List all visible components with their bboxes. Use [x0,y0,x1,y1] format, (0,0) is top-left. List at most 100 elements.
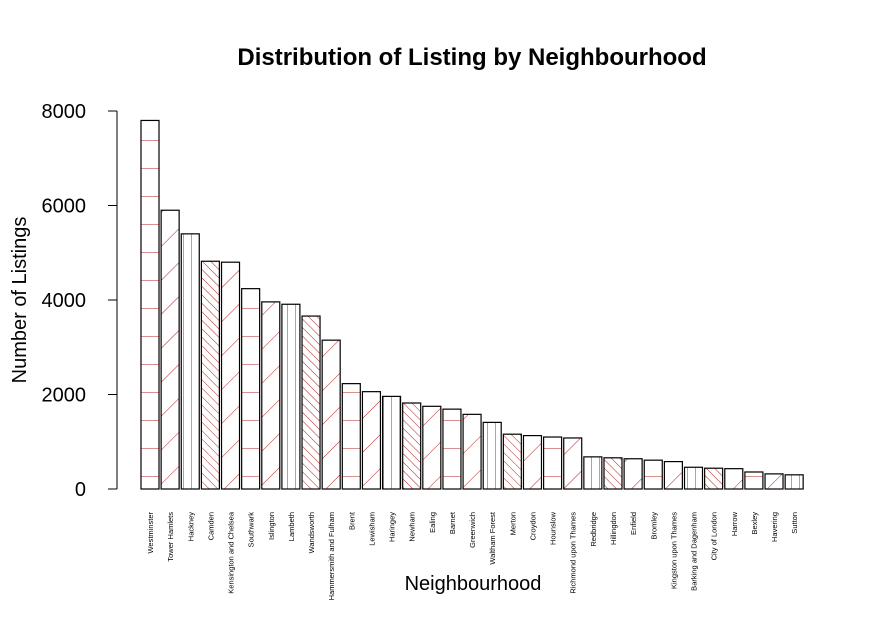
bar-outline [241,288,261,490]
bar-hatch [442,409,461,489]
x-tick-label: Southwark [247,512,256,548]
bar-outline [361,391,382,490]
bar-outline [744,471,764,490]
bar-hatch [342,383,361,489]
x-tick-label: Havering [770,512,779,542]
bar-hatch [221,262,240,489]
bar-harrow [724,468,744,490]
bar-greenwich [462,413,482,490]
x-tick-label: Richmond upon Thames [569,512,578,594]
bars-group [140,119,804,490]
bar-enfield [623,458,643,490]
bar-hatch [422,406,441,489]
bar-outline [321,339,341,490]
bar-hatch [201,261,220,489]
x-tick-label: Sutton [790,512,799,534]
x-tick-label: Kingston upon Thames [669,512,678,589]
bar-hatch [483,422,502,489]
x-tick-label: Hackney [186,512,195,541]
x-tick-label: Brent [347,511,356,530]
bar-outline [402,402,422,490]
bar-hatch [543,437,562,489]
bar-hillingdon [603,457,623,490]
x-tick-label: Harrow [730,511,739,536]
bar-westminster [140,119,160,490]
bar-outline [220,261,241,490]
bar-hounslow [542,436,563,490]
bar-outline [623,458,643,490]
bar-hatch [523,435,542,489]
bar-hatch [624,458,643,489]
bar-outline [381,395,402,490]
bar-outline [563,437,583,490]
bar-outline [683,466,704,490]
bar-hatch [181,233,200,489]
bar-outline [724,468,744,490]
bar-kensington-and-chelsea [220,261,241,490]
bar-outline [522,435,543,490]
bar-richmond-upon-thames [563,437,583,490]
bar-outline [261,301,281,490]
x-tick-label: Lewisham [367,512,376,546]
bar-outline [180,233,200,490]
x-axis-label: Neighbourhood [405,573,542,595]
bar-outline [784,474,804,490]
bar-hatch [362,391,381,489]
bar-bromley [643,459,663,490]
bar-southwark [241,288,261,490]
bar-hatch [744,471,763,489]
bar-outline [482,421,502,490]
bar-hatch [261,301,280,489]
bar-newham [402,402,422,490]
bar-merton [502,433,522,490]
bar-hatch [161,210,180,489]
bar-outline [140,119,160,490]
bar-outline [603,457,623,490]
bar-outline [281,303,301,490]
bar-hatch [603,457,622,489]
bar-hammersmith-and-fulham [321,339,341,490]
x-tick-label: Islington [267,512,276,540]
bar-camden [200,260,220,490]
y-axis-label: Number of Listings [9,217,31,384]
x-tick-label: Kensington and Chelsea [227,511,236,594]
x-tick-label: Hammersmith and Fulham [327,512,336,600]
bar-outline [462,413,482,490]
bar-haringey [381,395,402,490]
bar-outline [583,456,603,490]
x-tick-label: Enfield [629,512,638,535]
x-tick-label: Ealing [428,512,437,533]
bar-hatch [322,340,341,489]
bar-outline [200,260,220,490]
bar-hatch [644,460,663,489]
bar-barking-and-dagenham [683,466,704,490]
bar-havering [764,473,784,490]
bar-outline [341,383,361,490]
bar-hackney [180,233,200,490]
bar-hatch [664,461,683,489]
x-tick-label: Haringey [388,512,397,542]
category-labels: Westminster Tower Hamlets Hackney Camden Ken… [146,511,799,600]
x-tick-label: Bexley [750,512,759,535]
bar-outline [422,405,442,490]
bar-outline [442,408,462,490]
y-axis: 0 2000 4000 6000 8000 [42,101,118,501]
x-tick-label: Bromley [649,512,658,540]
bar-outline [663,460,683,490]
bar-hatch [583,456,602,489]
x-tick-label: Waltham Forest [488,511,497,565]
bar-outline [542,436,563,490]
bar-outline [502,433,522,490]
bar-brent [341,383,361,490]
bar-ealing [422,405,442,490]
bar-hatch [684,467,703,489]
bar-hatch [724,468,743,489]
bar-outline [704,467,724,490]
x-tick-label: Lambeth [287,512,296,541]
bar-kingston-upon-thames [663,460,683,490]
x-tick-label: Hounslow [549,511,558,545]
bar-barnet [442,408,462,490]
x-tick-label: Croydon [528,512,537,540]
bar-outline [160,209,180,490]
